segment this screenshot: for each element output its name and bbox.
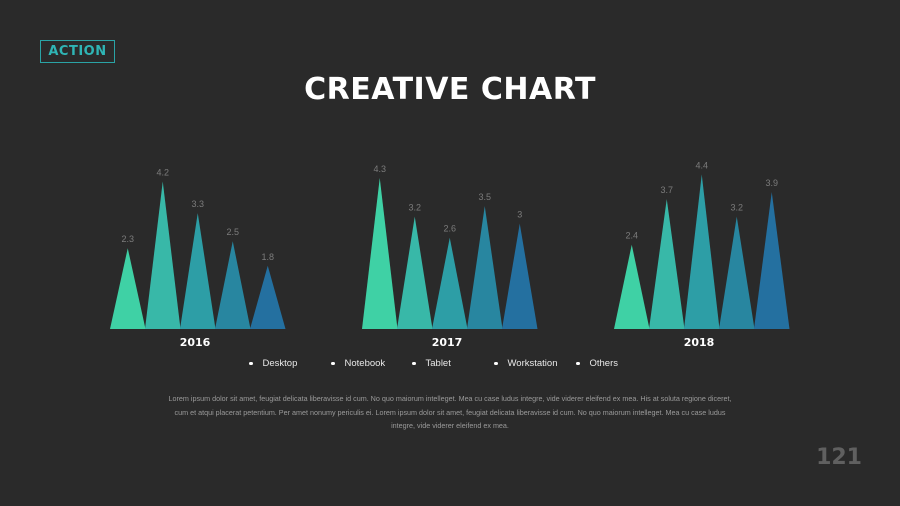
page-title: CREATIVE CHART (304, 72, 596, 107)
body-text: Lorem ipsum dolor sit amet, feugiat deli… (168, 394, 732, 430)
data-label: 3.2 (730, 203, 743, 213)
data-label: 4.4 (695, 160, 708, 170)
category-label: 2018 (684, 336, 715, 349)
bar-2018-desktop (614, 244, 650, 329)
logo: ACTION (40, 40, 115, 63)
data-label: 3.5 (478, 192, 491, 202)
bar-2016-notebook (145, 181, 181, 329)
bar-2017-desktop (362, 178, 398, 329)
legend-label: Notebook (344, 358, 386, 369)
bar-2017-workstation (467, 206, 503, 329)
bar-2018-notebook (649, 199, 685, 329)
bar-2017-others (502, 223, 538, 329)
bar-2018-workstation (719, 216, 755, 329)
data-label: 3.7 (660, 185, 673, 195)
data-label: 2.5 (226, 227, 239, 237)
legend-item: Others (576, 358, 618, 369)
bar-2016-others (250, 265, 286, 329)
data-label: 4.3 (373, 164, 386, 174)
page-number: 121 (816, 445, 862, 470)
legend-item: Tablet (412, 358, 451, 369)
chart-legend: Desktop Notebook Tablet Workstation Others (0, 358, 900, 372)
data-label: 3.9 (765, 178, 778, 188)
data-label: 2.4 (625, 231, 638, 241)
legend-dot-icon (412, 361, 416, 366)
legend-dot-icon (331, 361, 335, 366)
category-label: 2017 (432, 336, 463, 349)
data-label: 3.2 (408, 203, 421, 213)
data-label: 2.6 (443, 224, 456, 234)
legend-dot-icon (576, 361, 580, 366)
legend-item: Workstation (494, 358, 557, 369)
category-label: 2016 (180, 336, 211, 349)
bar-2016-desktop (110, 248, 146, 329)
data-label: 3 (517, 210, 522, 220)
legend-dot-icon (249, 361, 253, 366)
bar-2016-tablet (180, 213, 216, 329)
legend-item: Desktop (249, 358, 297, 369)
legend-label: Tablet (425, 358, 451, 369)
data-label: 1.8 (261, 252, 274, 262)
legend-dot-icon (494, 361, 498, 366)
bar-2018-others (754, 192, 790, 329)
bar-2018-tablet (684, 174, 720, 329)
data-label: 2.3 (121, 234, 134, 244)
data-label: 4.2 (156, 168, 169, 178)
data-label: 3.3 (191, 199, 204, 209)
bar-2017-notebook (397, 216, 433, 329)
bar-2016-workstation (215, 241, 251, 329)
bar-2017-tablet (432, 237, 468, 329)
legend-label: Workstation (507, 358, 558, 369)
legend-item: Notebook (331, 358, 385, 369)
legend-label: Others (589, 358, 619, 369)
logo-text: ACTION (48, 44, 107, 59)
legend-label: Desktop (262, 358, 298, 369)
